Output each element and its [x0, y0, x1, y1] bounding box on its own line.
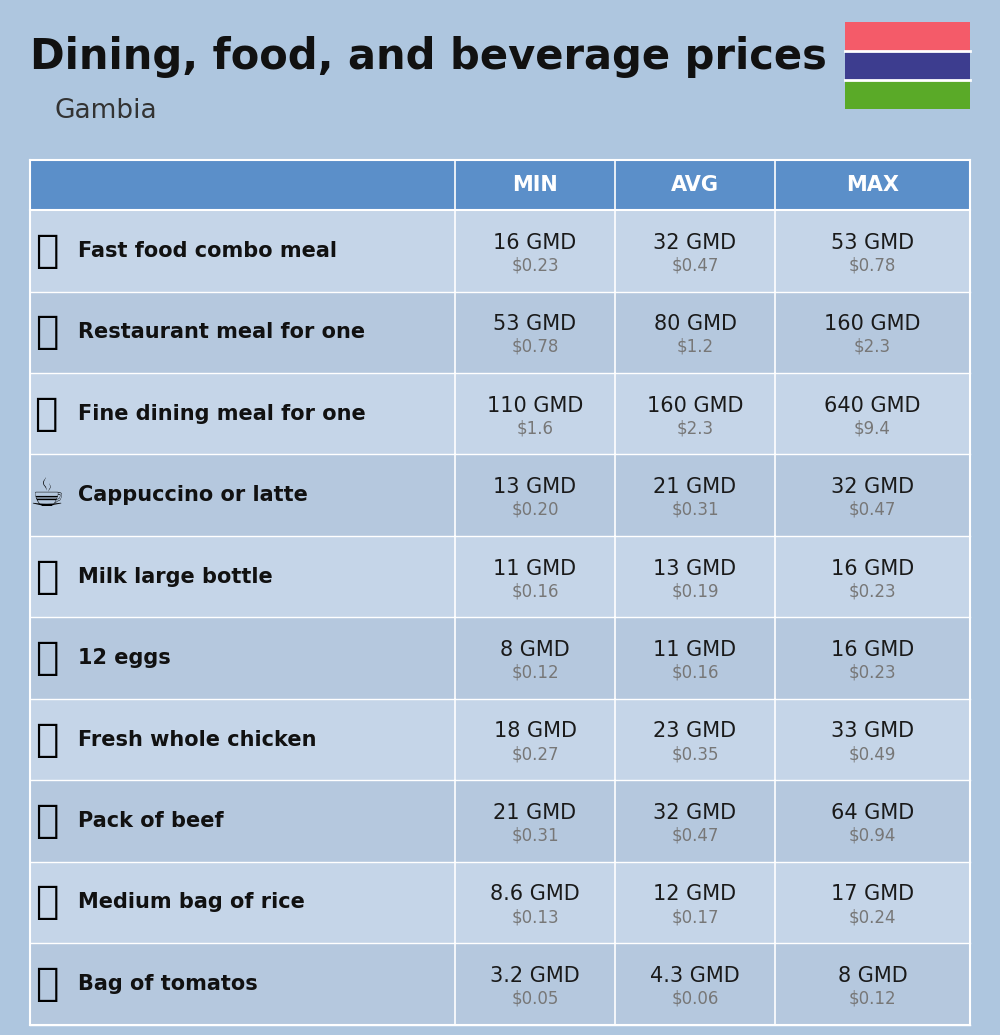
Bar [30, 210, 970, 292]
Bar [30, 536, 970, 617]
Text: $0.20: $0.20 [511, 501, 559, 519]
Text: 11 GMD: 11 GMD [653, 640, 737, 660]
Text: 16 GMD: 16 GMD [831, 640, 914, 660]
Text: 12 eggs: 12 eggs [78, 648, 171, 669]
Text: 160 GMD: 160 GMD [647, 395, 743, 416]
Bar [30, 943, 970, 1025]
Text: 160 GMD: 160 GMD [824, 315, 921, 334]
Bar [845, 80, 970, 109]
Text: $1.6: $1.6 [516, 419, 554, 438]
Text: 64 GMD: 64 GMD [831, 803, 914, 823]
Text: $0.17: $0.17 [671, 908, 719, 926]
Text: 18 GMD: 18 GMD [494, 721, 576, 741]
Text: 53 GMD: 53 GMD [831, 233, 914, 253]
Text: Cappuccino or latte: Cappuccino or latte [78, 485, 308, 505]
Text: $0.49: $0.49 [849, 745, 896, 763]
Text: $0.27: $0.27 [511, 745, 559, 763]
Text: $0.19: $0.19 [671, 583, 719, 600]
Text: 13 GMD: 13 GMD [653, 559, 737, 579]
Bar [30, 780, 970, 862]
Text: $2.3: $2.3 [676, 419, 714, 438]
Text: Fast food combo meal: Fast food combo meal [78, 241, 337, 261]
Text: $0.23: $0.23 [849, 583, 896, 600]
Text: $0.24: $0.24 [849, 908, 896, 926]
Text: 11 GMD: 11 GMD [493, 559, 577, 579]
Text: $0.12: $0.12 [511, 663, 559, 682]
Text: 32 GMD: 32 GMD [653, 803, 737, 823]
Text: 12 GMD: 12 GMD [653, 884, 737, 905]
Text: $0.94: $0.94 [849, 827, 896, 845]
Text: 🍅: 🍅 [35, 965, 58, 1003]
Bar [30, 617, 970, 699]
Text: 3.2 GMD: 3.2 GMD [490, 966, 580, 985]
Text: 53 GMD: 53 GMD [493, 315, 577, 334]
Text: 21 GMD: 21 GMD [493, 803, 577, 823]
Bar [30, 373, 970, 454]
Text: 8 GMD: 8 GMD [500, 640, 570, 660]
Text: $0.78: $0.78 [849, 257, 896, 274]
Text: 🥛: 🥛 [35, 558, 58, 596]
Text: Fine dining meal for one: Fine dining meal for one [78, 404, 366, 423]
Text: $0.05: $0.05 [511, 989, 559, 1008]
Bar [30, 862, 970, 943]
Text: Dining, food, and beverage prices: Dining, food, and beverage prices [30, 36, 827, 79]
Text: Medium bag of rice: Medium bag of rice [78, 892, 305, 913]
Text: $0.23: $0.23 [849, 663, 896, 682]
Text: 🍗: 🍗 [35, 720, 58, 759]
Bar [845, 22, 970, 51]
Text: 8 GMD: 8 GMD [838, 966, 907, 985]
Text: 32 GMD: 32 GMD [653, 233, 737, 253]
Text: ☕: ☕ [29, 476, 64, 514]
Text: 32 GMD: 32 GMD [831, 477, 914, 497]
Bar [845, 51, 970, 80]
Text: Pack of beef: Pack of beef [78, 811, 224, 831]
Text: 🥩: 🥩 [35, 802, 58, 840]
Text: 16 GMD: 16 GMD [493, 233, 577, 253]
Text: MIN: MIN [512, 175, 558, 196]
Text: $0.35: $0.35 [671, 745, 719, 763]
Text: 23 GMD: 23 GMD [653, 721, 737, 741]
Text: 🍽️: 🍽️ [35, 394, 58, 433]
Text: $1.2: $1.2 [676, 338, 714, 356]
Text: $0.23: $0.23 [511, 257, 559, 274]
Text: AVG: AVG [671, 175, 719, 196]
Text: 8.6 GMD: 8.6 GMD [490, 884, 580, 905]
Text: 17 GMD: 17 GMD [831, 884, 914, 905]
Text: $0.47: $0.47 [671, 257, 719, 274]
Text: 🥚: 🥚 [35, 639, 58, 677]
Text: $0.12: $0.12 [849, 989, 896, 1008]
Text: $0.13: $0.13 [511, 908, 559, 926]
Text: 21 GMD: 21 GMD [653, 477, 737, 497]
Text: $2.3: $2.3 [854, 338, 891, 356]
Text: $9.4: $9.4 [854, 419, 891, 438]
Text: $0.31: $0.31 [511, 827, 559, 845]
Text: 🍟: 🍟 [35, 232, 58, 270]
Text: Fresh whole chicken: Fresh whole chicken [78, 730, 316, 749]
Text: 13 GMD: 13 GMD [493, 477, 577, 497]
Bar [30, 454, 970, 536]
Text: $0.06: $0.06 [671, 989, 719, 1008]
Text: 4.3 GMD: 4.3 GMD [650, 966, 740, 985]
Text: $0.31: $0.31 [671, 501, 719, 519]
Text: MAX: MAX [846, 175, 899, 196]
Text: 640 GMD: 640 GMD [824, 395, 921, 416]
Text: Gambia: Gambia [55, 98, 158, 124]
Text: 33 GMD: 33 GMD [831, 721, 914, 741]
Text: 🍳: 🍳 [35, 314, 58, 351]
Text: Restaurant meal for one: Restaurant meal for one [78, 322, 365, 343]
Text: $0.16: $0.16 [511, 583, 559, 600]
Text: $0.47: $0.47 [849, 501, 896, 519]
Text: Milk large bottle: Milk large bottle [78, 566, 273, 587]
Text: Bag of tomatos: Bag of tomatos [78, 974, 258, 994]
Text: 🌾: 🌾 [35, 884, 58, 921]
Text: 80 GMD: 80 GMD [654, 315, 737, 334]
Text: 110 GMD: 110 GMD [487, 395, 583, 416]
Bar [30, 160, 970, 210]
Text: 16 GMD: 16 GMD [831, 559, 914, 579]
Text: $0.78: $0.78 [511, 338, 559, 356]
Text: $0.47: $0.47 [671, 827, 719, 845]
Text: $0.16: $0.16 [671, 663, 719, 682]
Bar [30, 292, 970, 373]
Bar [30, 699, 970, 780]
